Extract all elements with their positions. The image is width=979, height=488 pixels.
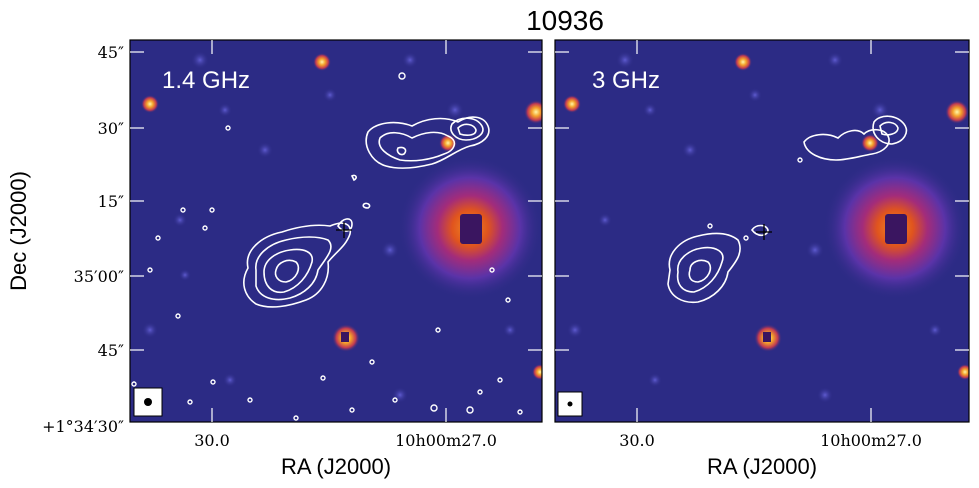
- x-tick-label: 10h00m27.0: [395, 431, 497, 450]
- contour-noise: [131, 72, 523, 421]
- source-edge-low-2: [957, 364, 969, 380]
- beam-ellipse: [144, 398, 152, 406]
- source-bottom-core: [341, 332, 349, 342]
- panel-1-ticks: [130, 40, 542, 422]
- source-right-edge-2: [945, 100, 969, 124]
- y-tick-label: 45″: [98, 341, 124, 360]
- x-axis-label-2: RA (J2000): [707, 454, 817, 479]
- panel-2-ticks: [555, 40, 969, 422]
- y-tick-label: 15″: [98, 192, 124, 211]
- x-tick-label: 10h00m27.0: [820, 431, 922, 450]
- bright-star-core-2: [885, 214, 907, 244]
- figure-title: 10936: [526, 5, 604, 36]
- source-left: [141, 95, 159, 113]
- y-tick-label: +1°34′30″: [42, 417, 124, 436]
- source-left-2: [563, 95, 581, 113]
- source-right-edge: [524, 100, 542, 124]
- y-tick-labels: 45″ 30″ 15″ 35′00″ 45″ +1°34′30″: [42, 43, 124, 436]
- panel-2-frame: [554, 39, 970, 423]
- panel-label-3ghz: 3 GHz: [592, 67, 660, 94]
- panel-1-frame: [129, 39, 543, 423]
- source-edge-low: [532, 364, 542, 380]
- radio-contours-2: [667, 115, 908, 304]
- source-jet-2: [861, 134, 879, 152]
- y-tick-label: 35′00″: [74, 267, 124, 286]
- beam-ellipse-2: [567, 401, 573, 407]
- y-tick-label: 45″: [98, 43, 124, 62]
- x-tick-label: 30.0: [619, 431, 655, 450]
- panel-label-1-4ghz: 1.4 GHz: [162, 67, 250, 94]
- x-tick-label: 30.0: [194, 431, 230, 450]
- source-top: [313, 53, 331, 71]
- radio-contours: [243, 116, 490, 308]
- source-bottom-core-2: [763, 332, 771, 342]
- y-axis-label: Dec (J2000): [6, 171, 31, 291]
- x-axis-label-1: RA (J2000): [281, 454, 391, 479]
- position-cross-2: [756, 224, 772, 240]
- source-top-2: [734, 53, 752, 71]
- contour-noise-2: [707, 157, 803, 241]
- bright-star-core: [460, 214, 482, 244]
- faint-sources-2: [567, 51, 942, 403]
- x-tick-labels: 30.0 10h00m27.0 30.0 10h00m27.0: [194, 431, 922, 450]
- panel-3ghz: 3 GHz: [554, 39, 970, 423]
- y-tick-label: 30″: [98, 119, 124, 138]
- position-cross: [336, 222, 352, 238]
- panel-1-4ghz: 1.4 GHz: [129, 39, 543, 423]
